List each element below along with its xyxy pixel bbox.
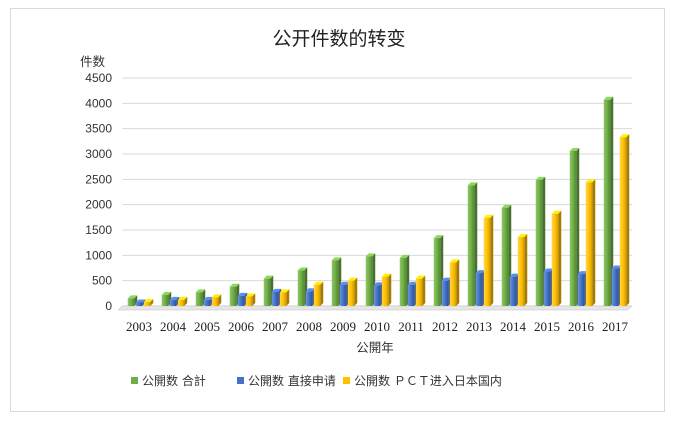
bar-2008-s2 xyxy=(313,281,324,306)
legend-swatch xyxy=(343,377,350,384)
x-tick-label: 2011 xyxy=(398,319,424,334)
y-tick-label: 3500 xyxy=(85,122,112,136)
y-tick-label: 4500 xyxy=(85,71,112,85)
x-tick-label: 2005 xyxy=(194,319,220,334)
y-tick-label: 2500 xyxy=(85,172,112,186)
bar-2011-s2 xyxy=(415,275,426,306)
x-tick-label: 2017 xyxy=(602,319,629,334)
y-tick-label: 1000 xyxy=(85,248,112,262)
bars xyxy=(127,96,630,306)
legend-swatch xyxy=(131,377,138,384)
x-axis-label: 公開年 xyxy=(356,340,394,355)
chart-title: 公开件数的转变 xyxy=(272,28,405,50)
x-tick-label: 2013 xyxy=(466,319,492,334)
x-tick-label: 2012 xyxy=(432,319,458,334)
bar-2004-s2 xyxy=(177,296,188,306)
y-tick-label: 4000 xyxy=(85,96,112,110)
x-tick-label: 2014 xyxy=(500,319,527,334)
legend-label: 公開数 直接申请 xyxy=(248,373,336,388)
x-tick-label: 2004 xyxy=(160,319,187,334)
bar-2003-s0 xyxy=(127,295,138,306)
bar-2009-s2 xyxy=(347,277,358,306)
x-tick-label: 2016 xyxy=(568,319,595,334)
bar-2007-s2 xyxy=(279,289,290,306)
x-tick-label: 2008 xyxy=(296,319,322,334)
chart-frame xyxy=(10,8,665,412)
y-tick-label: 0 xyxy=(105,299,112,313)
bar-2006-s2 xyxy=(245,293,256,306)
legend-item-1: 公開数 直接申请 xyxy=(237,373,336,388)
y-tick-label: 1500 xyxy=(85,223,112,237)
bar-2005-s2 xyxy=(211,294,222,306)
bar-2014-s2 xyxy=(517,234,528,306)
bar-2016-s2 xyxy=(585,179,596,306)
bar-2003-s2 xyxy=(143,298,154,306)
bar-2010-s2 xyxy=(381,273,392,306)
y-tick-label: 3000 xyxy=(85,147,112,161)
legend-label: 公開数 ＰＣＴ进入日本国内 xyxy=(354,373,502,388)
x-tick-label: 2007 xyxy=(262,319,289,334)
bar-2013-s2 xyxy=(483,214,494,306)
y-axis-label: 件数 xyxy=(80,54,106,69)
y-tick-label: 2000 xyxy=(85,198,112,212)
legend-swatch xyxy=(237,377,244,384)
bar-2016-s0 xyxy=(569,147,580,306)
y-tick-labels: 0 500 1000 1500 2000 2500 3000 3500 4000 4500 xyxy=(85,71,112,313)
x-tick-label: 2015 xyxy=(534,319,560,334)
bar-2017-s0 xyxy=(603,96,614,306)
x-tick-label: 2003 xyxy=(126,319,152,334)
bar-2015-s2 xyxy=(551,210,562,306)
bar-2012-s2 xyxy=(449,259,460,306)
x-tick-label: 2009 xyxy=(330,319,356,334)
y-tick-label: 500 xyxy=(92,274,112,288)
x-tick-label: 2010 xyxy=(364,319,390,334)
legend-item-0: 公開数 合計 xyxy=(131,373,206,388)
legend: 公開数 合計 公開数 直接申请 公開数 ＰＣＴ进入日本国内 xyxy=(131,373,502,388)
legend-label: 公開数 合計 xyxy=(142,373,206,388)
x-tick-labels: 2003 2004 2005 2006 2007 2008 2009 2010 2011 2012… xyxy=(126,319,629,334)
chart-floor xyxy=(117,305,633,311)
legend-item-2: 公開数 ＰＣＴ进入日本国内 xyxy=(343,373,502,388)
bar-2017-s2 xyxy=(619,134,630,306)
x-tick-label: 2006 xyxy=(228,319,255,334)
